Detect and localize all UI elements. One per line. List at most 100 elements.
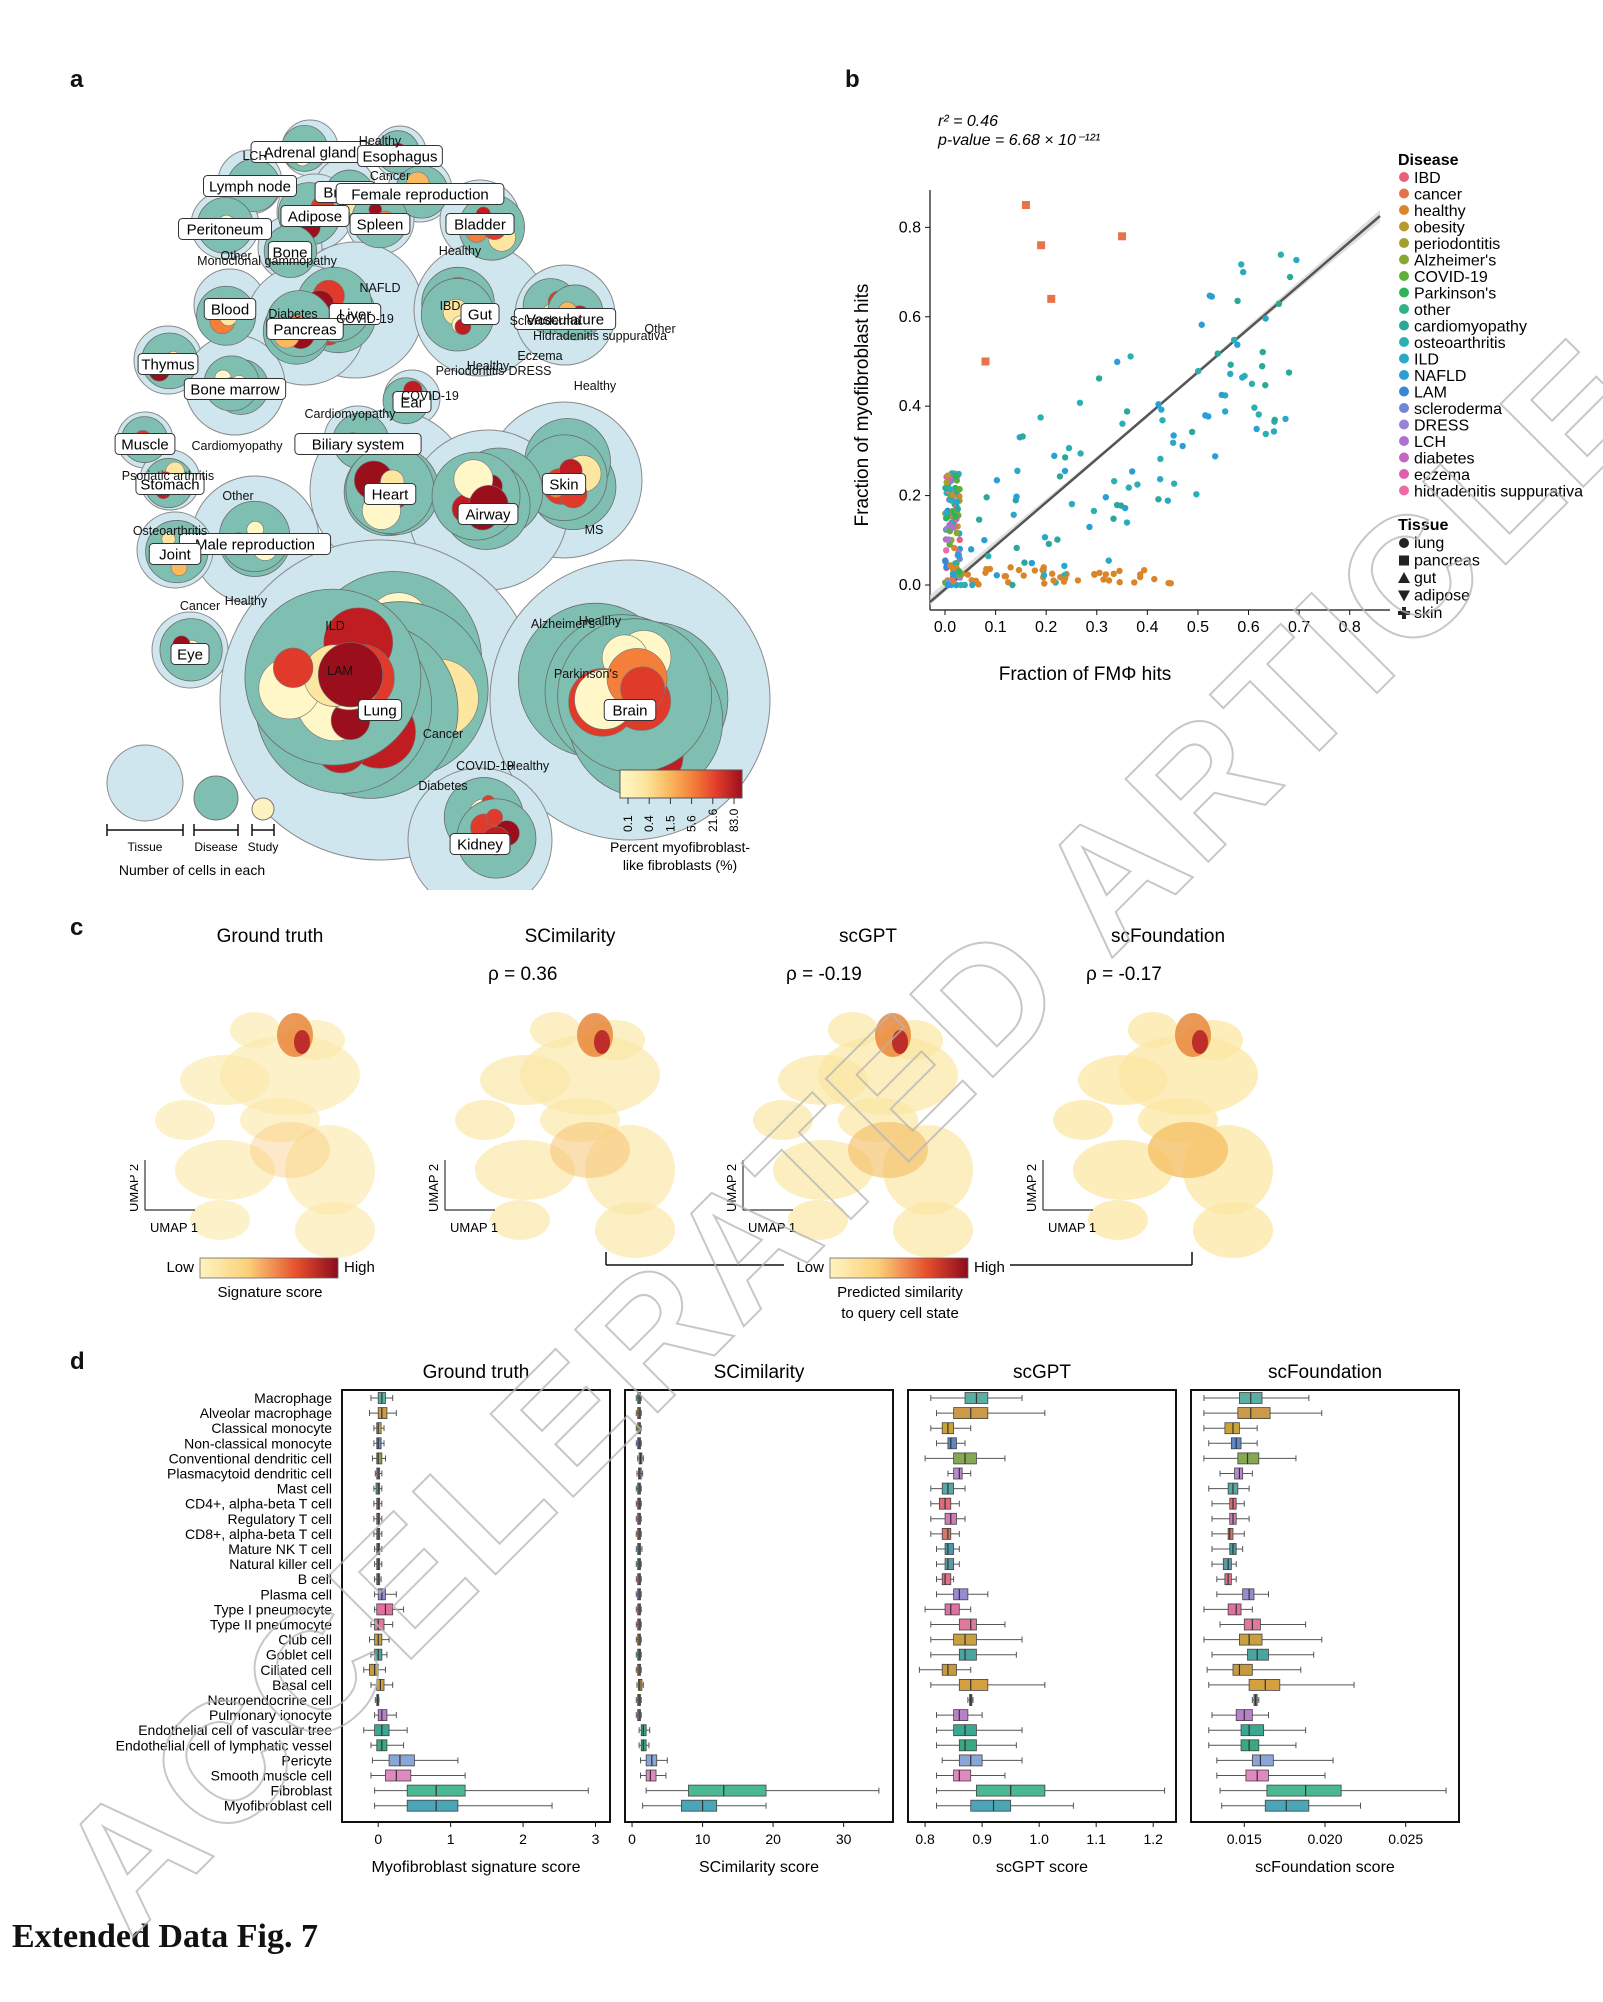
scatter-point [1102, 571, 1110, 578]
scatter-point [967, 546, 975, 553]
boxplot-box [1227, 1603, 1242, 1616]
y-tick-label: 0.6 [899, 309, 921, 326]
scatter-point [1206, 292, 1213, 299]
tissue-label: Bone marrow [190, 382, 279, 399]
boxplot-box [953, 1709, 969, 1722]
disease-label: Cardiomyopathy [191, 439, 283, 453]
boxplot-box [688, 1784, 767, 1797]
disease-label: Scleroderma [510, 314, 581, 328]
scatter-point [1239, 374, 1246, 381]
scatter-point [1270, 428, 1278, 435]
disease-legend-label: periodontitis [1414, 236, 1500, 253]
disease-legend-label: COVID-19 [1414, 269, 1488, 286]
scatter-point [947, 497, 955, 504]
scatter-point [943, 509, 950, 516]
size-legend-disease: Disease [194, 840, 238, 854]
disease-legend-title: Disease [1398, 152, 1459, 169]
y-tick-label: 0.8 [899, 219, 921, 236]
scatter-point [1227, 361, 1234, 368]
boxplot-tick-label: 20 [765, 1831, 781, 1847]
boxplot-box [376, 1603, 394, 1616]
disease-legend-label: cardiomyopathy [1414, 319, 1527, 336]
disease-label: IBD [440, 299, 461, 313]
umap-cluster [1128, 1012, 1178, 1048]
disease-label: Healthy [574, 379, 617, 393]
color-legend-tick-label: 21.6 [706, 808, 720, 832]
tissue-label-box [392, 391, 432, 413]
scatter-point [1013, 493, 1020, 500]
tissue-label: Female reproduction [351, 187, 489, 204]
scatter-point [1061, 454, 1069, 461]
disease-legend-swatch [1399, 188, 1409, 199]
cell-type-label: Myofibroblast cell [224, 1798, 332, 1814]
scatter-point [985, 552, 992, 560]
y-tick-label: 0.0 [899, 577, 921, 594]
scatter-point [1048, 570, 1056, 577]
scatter-point [1157, 455, 1164, 463]
tissue-label-box [267, 241, 313, 263]
scatter-point [1159, 417, 1166, 424]
scatter-point [1116, 579, 1123, 586]
tissue-label: Heart [372, 487, 410, 504]
disease-label: LCH [242, 149, 267, 163]
umap-cluster [295, 1202, 375, 1258]
boxplot-box [944, 1603, 960, 1616]
cell-type-label: Alveolar macrophage [200, 1405, 333, 1421]
cell-type-label: Goblet cell [266, 1647, 332, 1663]
umap-cluster [1073, 1140, 1173, 1200]
scatter-point [1096, 569, 1103, 577]
umap-cluster [155, 1100, 215, 1140]
boxplot-tick-label: 1 [447, 1831, 455, 1847]
scatter-point [1050, 577, 1057, 584]
boxplot-xlabel: SCimilarity score [699, 1859, 819, 1876]
scatter-point [1100, 576, 1107, 583]
boxplot-xlabel: Myofibroblast signature score [372, 1859, 581, 1876]
scatter-point [1275, 300, 1283, 308]
boxplot-tick-label: 0.9 [972, 1831, 992, 1847]
cell-type-label: Pulmonary ionocyte [209, 1707, 332, 1723]
boxplot-tick-label: 1.1 [1086, 1831, 1106, 1847]
scatter-point [1116, 567, 1123, 575]
scatter-point [1248, 380, 1256, 388]
boxplot-tick-label: 0 [374, 1831, 382, 1847]
disease-legend-label: hidradenitis suppurativa [1414, 484, 1583, 501]
tissue-legend-swatch [1399, 538, 1409, 548]
scatter-point [942, 547, 950, 554]
scatter-point [1001, 573, 1008, 580]
disease-legend-swatch [1399, 436, 1409, 446]
boxplot-box [1232, 1663, 1253, 1676]
scatter-point [1068, 500, 1076, 508]
disease-label: Other [222, 489, 253, 503]
boxplot-box [388, 1754, 415, 1767]
tissue-label-box [363, 483, 417, 505]
disease-legend-swatch [1399, 419, 1409, 430]
umap-x-label: UMAP 1 [1048, 1220, 1096, 1235]
panel-d-letter: d [70, 1348, 85, 1375]
cell-type-label: Fibroblast [271, 1783, 333, 1799]
scatter-point [1211, 453, 1219, 460]
scatter-point [1131, 579, 1138, 586]
disease-legend-swatch [1399, 353, 1409, 364]
umap-cluster [240, 1098, 320, 1142]
cell-type-label: Mast cell [277, 1481, 332, 1497]
umap-cluster [778, 1055, 868, 1105]
disease-label: Periodontitis [436, 364, 505, 378]
scatter-point [1255, 411, 1262, 418]
scatter-point [953, 529, 960, 537]
scatter-point [1077, 450, 1084, 457]
cell-type-label: Plasmacytoid dendritic cell [167, 1466, 332, 1482]
umap-cluster [1088, 1200, 1148, 1240]
scatter-point [1019, 433, 1026, 440]
disease-label: Cancer [423, 727, 463, 741]
disease-label: Cancer [370, 169, 410, 183]
scatter-point [1014, 467, 1021, 475]
scatter-point [1140, 566, 1148, 574]
boxplot-tick-label: 10 [695, 1831, 711, 1847]
scatter-point [1074, 577, 1082, 584]
scatter-point [1123, 519, 1131, 526]
scatter-axes: 0.0 0.1 0.2 0.3 0.4 0.5 0.6 0.7 0.8 0.0 0.2 0.4 0.6 0… [899, 190, 1390, 636]
scatter-point [1021, 559, 1028, 566]
scatter-point [1129, 468, 1136, 475]
